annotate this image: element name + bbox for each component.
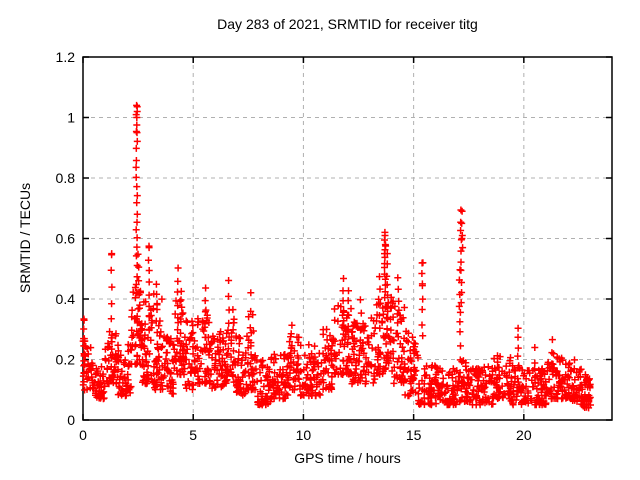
- y-tick-label: 1: [67, 110, 75, 126]
- y-tick-label: 1.2: [56, 49, 76, 65]
- y-axis-label: SRMTID / TECUs: [17, 182, 33, 294]
- y-tick-label: 0.2: [56, 352, 76, 368]
- x-tick-label: 15: [406, 427, 422, 443]
- chart-title: Day 283 of 2021, SRMTID for receiver tit…: [217, 16, 478, 32]
- x-tick-label: 20: [516, 427, 532, 443]
- tick-marks: [82, 56, 612, 421]
- x-axis-label: GPS time / hours: [294, 450, 401, 466]
- y-tick-label: 0.4: [56, 291, 76, 307]
- x-tick-label: 10: [296, 427, 312, 443]
- x-tick-label: 5: [189, 427, 197, 443]
- y-tick-label: 0.6: [56, 231, 76, 247]
- y-tick-label: 0: [67, 412, 75, 428]
- data-points: [79, 101, 594, 412]
- x-tick-label: 0: [79, 427, 87, 443]
- y-tick-label: 0.8: [56, 170, 76, 186]
